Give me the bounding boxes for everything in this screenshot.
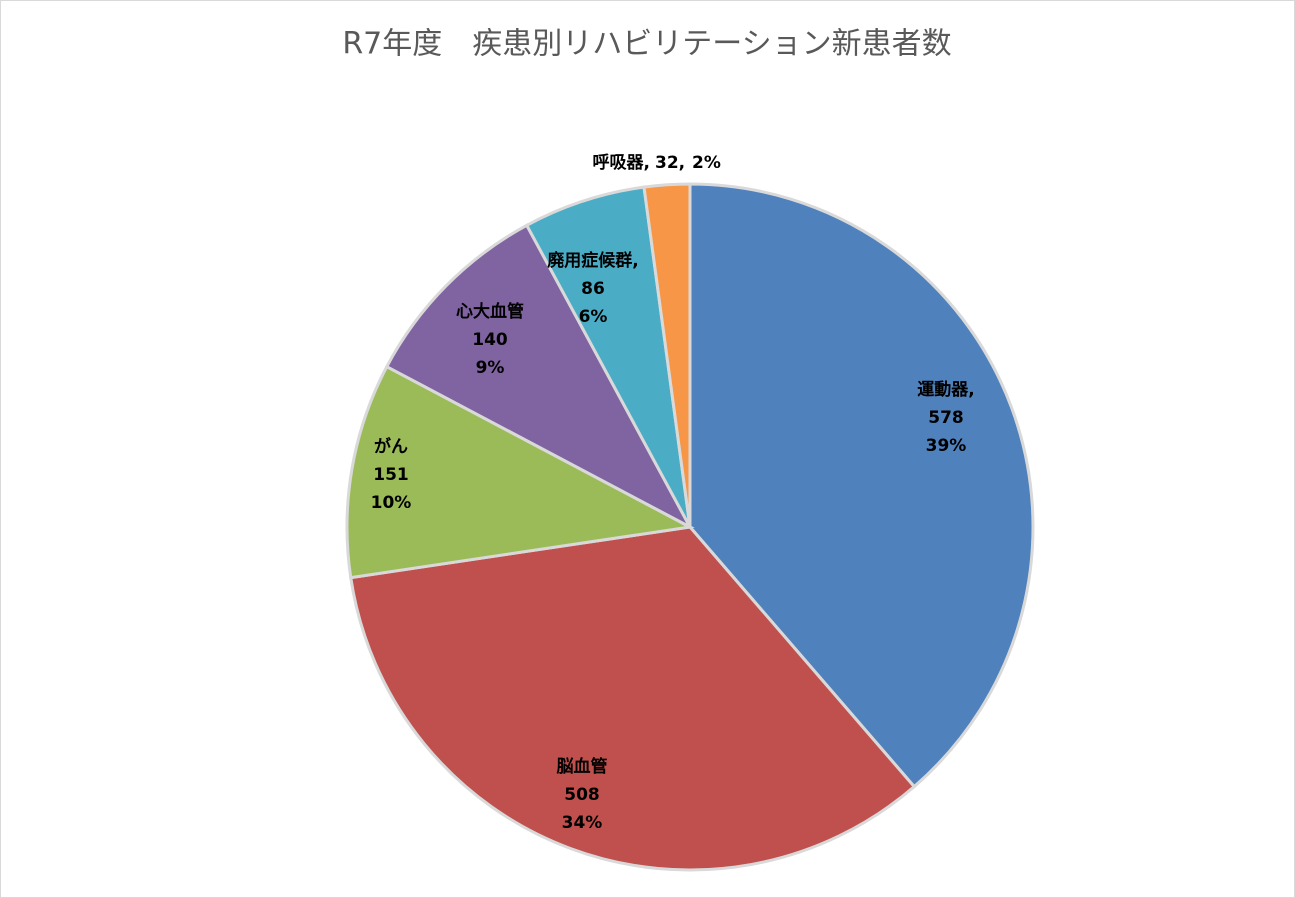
data-label-name: 脳血管 xyxy=(557,756,608,777)
data-label-name: 運動器, xyxy=(917,379,974,400)
pie-slice xyxy=(688,182,1035,789)
data-label-percent: 39% xyxy=(926,436,967,456)
data-label-percent: 34% xyxy=(562,813,603,833)
data-label-percent: 10% xyxy=(371,493,412,513)
data-label-percent: 2% xyxy=(692,153,721,173)
data-label-percent: 9% xyxy=(476,358,505,378)
pie-slice xyxy=(384,223,694,531)
pie-slice xyxy=(524,185,692,528)
chart-title: R7年度 疾患別リハビリテーション新患者数 xyxy=(342,27,951,62)
data-label-value: 140 xyxy=(472,330,508,350)
data-label-value: 578 xyxy=(928,408,964,428)
data-label-value: 151 xyxy=(373,465,409,485)
data-label-name: 呼吸器, xyxy=(593,153,650,173)
data-label-name: 廃用症候群, xyxy=(547,250,638,271)
pie-slice xyxy=(345,364,695,580)
data-label-name: 心大血管 xyxy=(456,301,524,322)
data-label-name: がん xyxy=(374,436,408,457)
pie-slice xyxy=(349,525,917,872)
data-label-value: 32, xyxy=(655,153,685,173)
data-label-percent: 6% xyxy=(579,307,608,327)
pie-slice xyxy=(642,182,692,528)
data-label-value: 86 xyxy=(581,279,605,299)
data-label-value: 508 xyxy=(564,785,600,805)
